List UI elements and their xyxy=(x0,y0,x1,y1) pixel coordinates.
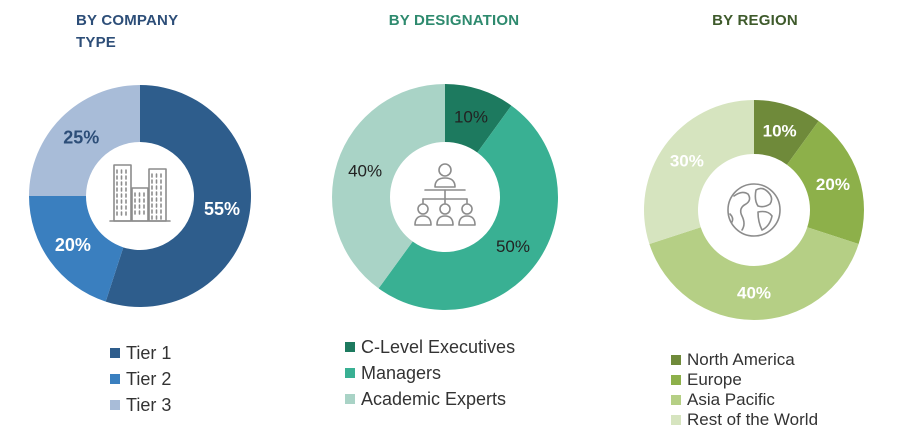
globe-icon xyxy=(727,183,781,237)
legend-item-managers: Managers xyxy=(345,360,515,386)
chart-title-company-type: BY COMPANY TYPE xyxy=(76,12,179,51)
legend-swatch xyxy=(345,394,355,404)
legend-label: C-Level Executives xyxy=(361,336,516,357)
legend-swatch xyxy=(671,355,681,365)
slice-north-america xyxy=(754,100,819,165)
legend-item-academic-experts: Academic Experts xyxy=(345,386,515,412)
legend-swatch xyxy=(110,348,120,358)
legend-swatch xyxy=(671,395,681,405)
slice-managers xyxy=(378,105,559,310)
slice-label-asia-pacific: 40% xyxy=(737,284,771,303)
slice-asia-pacific xyxy=(649,227,859,320)
legend-item-c-level-executives: C-Level Executives xyxy=(345,334,515,360)
legend-swatch xyxy=(671,375,681,385)
slice-label-managers: 50% xyxy=(496,237,530,256)
legend-label: Tier 1 xyxy=(126,342,172,363)
legend-label: Europe xyxy=(687,370,742,389)
slice-label-tier-3: 25% xyxy=(63,127,99,147)
designation-legend: C-Level Executives Managers Academic Exper… xyxy=(345,334,515,412)
org-chart-icon xyxy=(414,163,476,226)
slice-label-tier-1: 55% xyxy=(204,199,240,219)
slice-label-rest-of-the-world: 30% xyxy=(670,152,704,171)
legend-item-tier-3: Tier 3 xyxy=(110,392,171,418)
slice-label-europe: 20% xyxy=(816,175,850,194)
legend-item-north-america: North America xyxy=(671,350,818,370)
buildings-icon xyxy=(109,164,171,222)
legend-label: Academic Experts xyxy=(361,388,507,409)
region-legend: North America Europe Asia Pacific Rest of t… xyxy=(671,350,818,430)
legend-item-tier-2: Tier 2 xyxy=(110,366,171,392)
slice-europe xyxy=(786,121,864,244)
slice-label-tier-2: 20% xyxy=(55,235,91,255)
slice-tier-2 xyxy=(29,196,124,302)
chart-title-designation: BY DESIGNATION xyxy=(388,12,520,29)
legend-item-tier-1: Tier 1 xyxy=(110,340,171,366)
legend-swatch xyxy=(110,374,120,384)
legend-swatch xyxy=(345,368,355,378)
legend-label: Asia Pacific xyxy=(687,390,775,409)
legend-label: Tier 2 xyxy=(126,368,172,389)
slice-label-c-level-executives: 10% xyxy=(454,108,488,127)
legend-item-asia-pacific: Asia Pacific xyxy=(671,390,818,410)
legend-label: Tier 3 xyxy=(126,394,172,415)
legend-item-rest-of-the-world: Rest of the World xyxy=(671,410,818,430)
legend-label: North America xyxy=(687,350,795,369)
slice-tier-3 xyxy=(29,85,140,196)
chart-title-region: BY REGION xyxy=(712,12,798,29)
slice-label-academic-experts: 40% xyxy=(348,162,382,181)
legend-swatch xyxy=(110,400,120,410)
slice-label-north-america: 10% xyxy=(763,122,797,141)
legend-swatch xyxy=(345,342,355,352)
company-type-legend: Tier 1 Tier 2 Tier 3 xyxy=(110,340,171,418)
legend-label: Rest of the World xyxy=(687,410,819,429)
slice-c-level-executives xyxy=(445,84,512,153)
legend-item-europe: Europe xyxy=(671,370,818,390)
slice-tier-1 xyxy=(105,85,252,307)
slice-academic-experts xyxy=(332,84,445,289)
legend-label: Managers xyxy=(361,362,442,383)
legend-swatch xyxy=(671,415,681,425)
slice-rest-of-the-world xyxy=(644,100,754,244)
